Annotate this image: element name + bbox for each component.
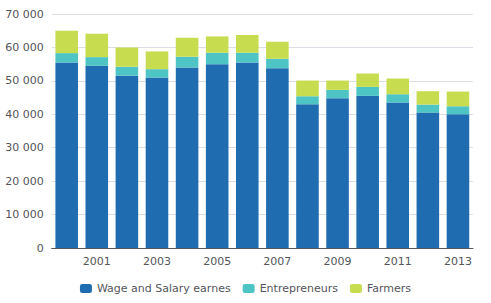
svg-text:Farmers: Farmers [367, 282, 411, 295]
svg-text:60 000: 60 000 [5, 41, 44, 54]
svg-text:2013: 2013 [444, 255, 472, 268]
svg-text:2001: 2001 [83, 255, 111, 268]
svg-text:10 000: 10 000 [5, 208, 44, 221]
svg-text:2003: 2003 [143, 255, 171, 268]
svg-text:Wage and Salary earnes: Wage and Salary earnes [97, 282, 231, 295]
svg-text:50 000: 50 000 [5, 74, 44, 87]
svg-text:2005: 2005 [203, 255, 231, 268]
svg-text:20 000: 20 000 [5, 175, 44, 188]
svg-text:2009: 2009 [324, 255, 352, 268]
svg-text:0: 0 [37, 242, 44, 255]
svg-text:Entrepreneurs: Entrepreneurs [260, 282, 339, 295]
svg-text:2011: 2011 [384, 255, 412, 268]
svg-text:2007: 2007 [263, 255, 291, 268]
svg-text:30 000: 30 000 [5, 141, 44, 154]
svg-text:40 000: 40 000 [5, 108, 44, 121]
svg-text:70 000: 70 000 [5, 8, 44, 21]
